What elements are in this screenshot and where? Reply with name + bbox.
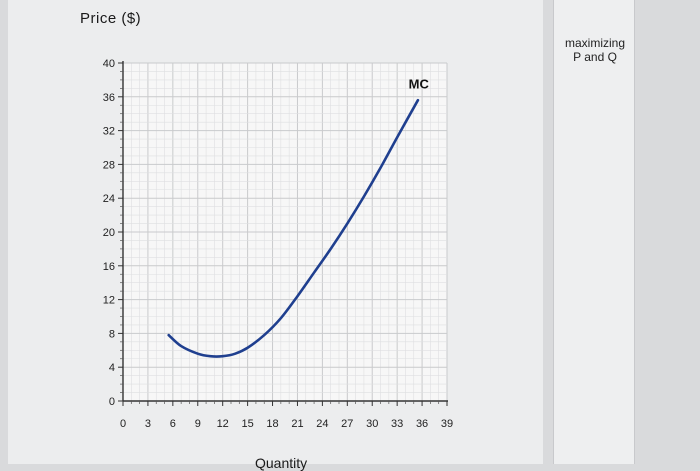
- y-tick-label: 20: [103, 227, 115, 239]
- x-tick-label: 0: [120, 418, 126, 430]
- y-tick-label: 28: [103, 159, 115, 171]
- x-tick-label: 15: [241, 418, 253, 430]
- curve-label: MC: [409, 76, 430, 91]
- x-tick-label: 33: [391, 418, 403, 430]
- x-tick-label: 18: [266, 418, 278, 430]
- x-tick-label: 6: [170, 418, 176, 430]
- y-tick-label: 32: [103, 126, 115, 138]
- x-tick-label: 3: [145, 418, 151, 430]
- x-tick-label: 30: [366, 418, 378, 430]
- y-tick-label: 4: [109, 362, 115, 374]
- side-caption-line2: P and Q: [573, 50, 617, 64]
- x-tick-label: 39: [441, 418, 453, 430]
- x-tick-label: 21: [291, 418, 303, 430]
- x-tick-label: 12: [217, 418, 229, 430]
- y-tick-label: 0: [109, 396, 115, 408]
- x-tick-label: 27: [341, 418, 353, 430]
- x-tick-label: 9: [195, 418, 201, 430]
- y-axis-title: Price ($): [80, 10, 142, 27]
- axes: [122, 61, 448, 402]
- mc-curve: [167, 98, 420, 358]
- labels: MC: [409, 76, 430, 91]
- x-axis-title: Quantity: [255, 455, 308, 471]
- y-tick-label: 8: [109, 328, 115, 340]
- y-tick-label: 24: [103, 193, 115, 205]
- grid: [122, 62, 448, 402]
- side-caption-line1: maximizing: [564, 36, 625, 50]
- y-tick-label: 40: [103, 58, 115, 70]
- y-tick-label: 36: [103, 92, 115, 104]
- series: [167, 98, 420, 358]
- y-tick-label: 16: [103, 261, 115, 273]
- x-tick-label: 36: [416, 418, 428, 430]
- y-tick-label: 12: [103, 295, 115, 307]
- side-caption: maximizing P and Q: [556, 36, 634, 64]
- side-panel: [553, 0, 635, 464]
- x-tick-label: 24: [316, 418, 328, 430]
